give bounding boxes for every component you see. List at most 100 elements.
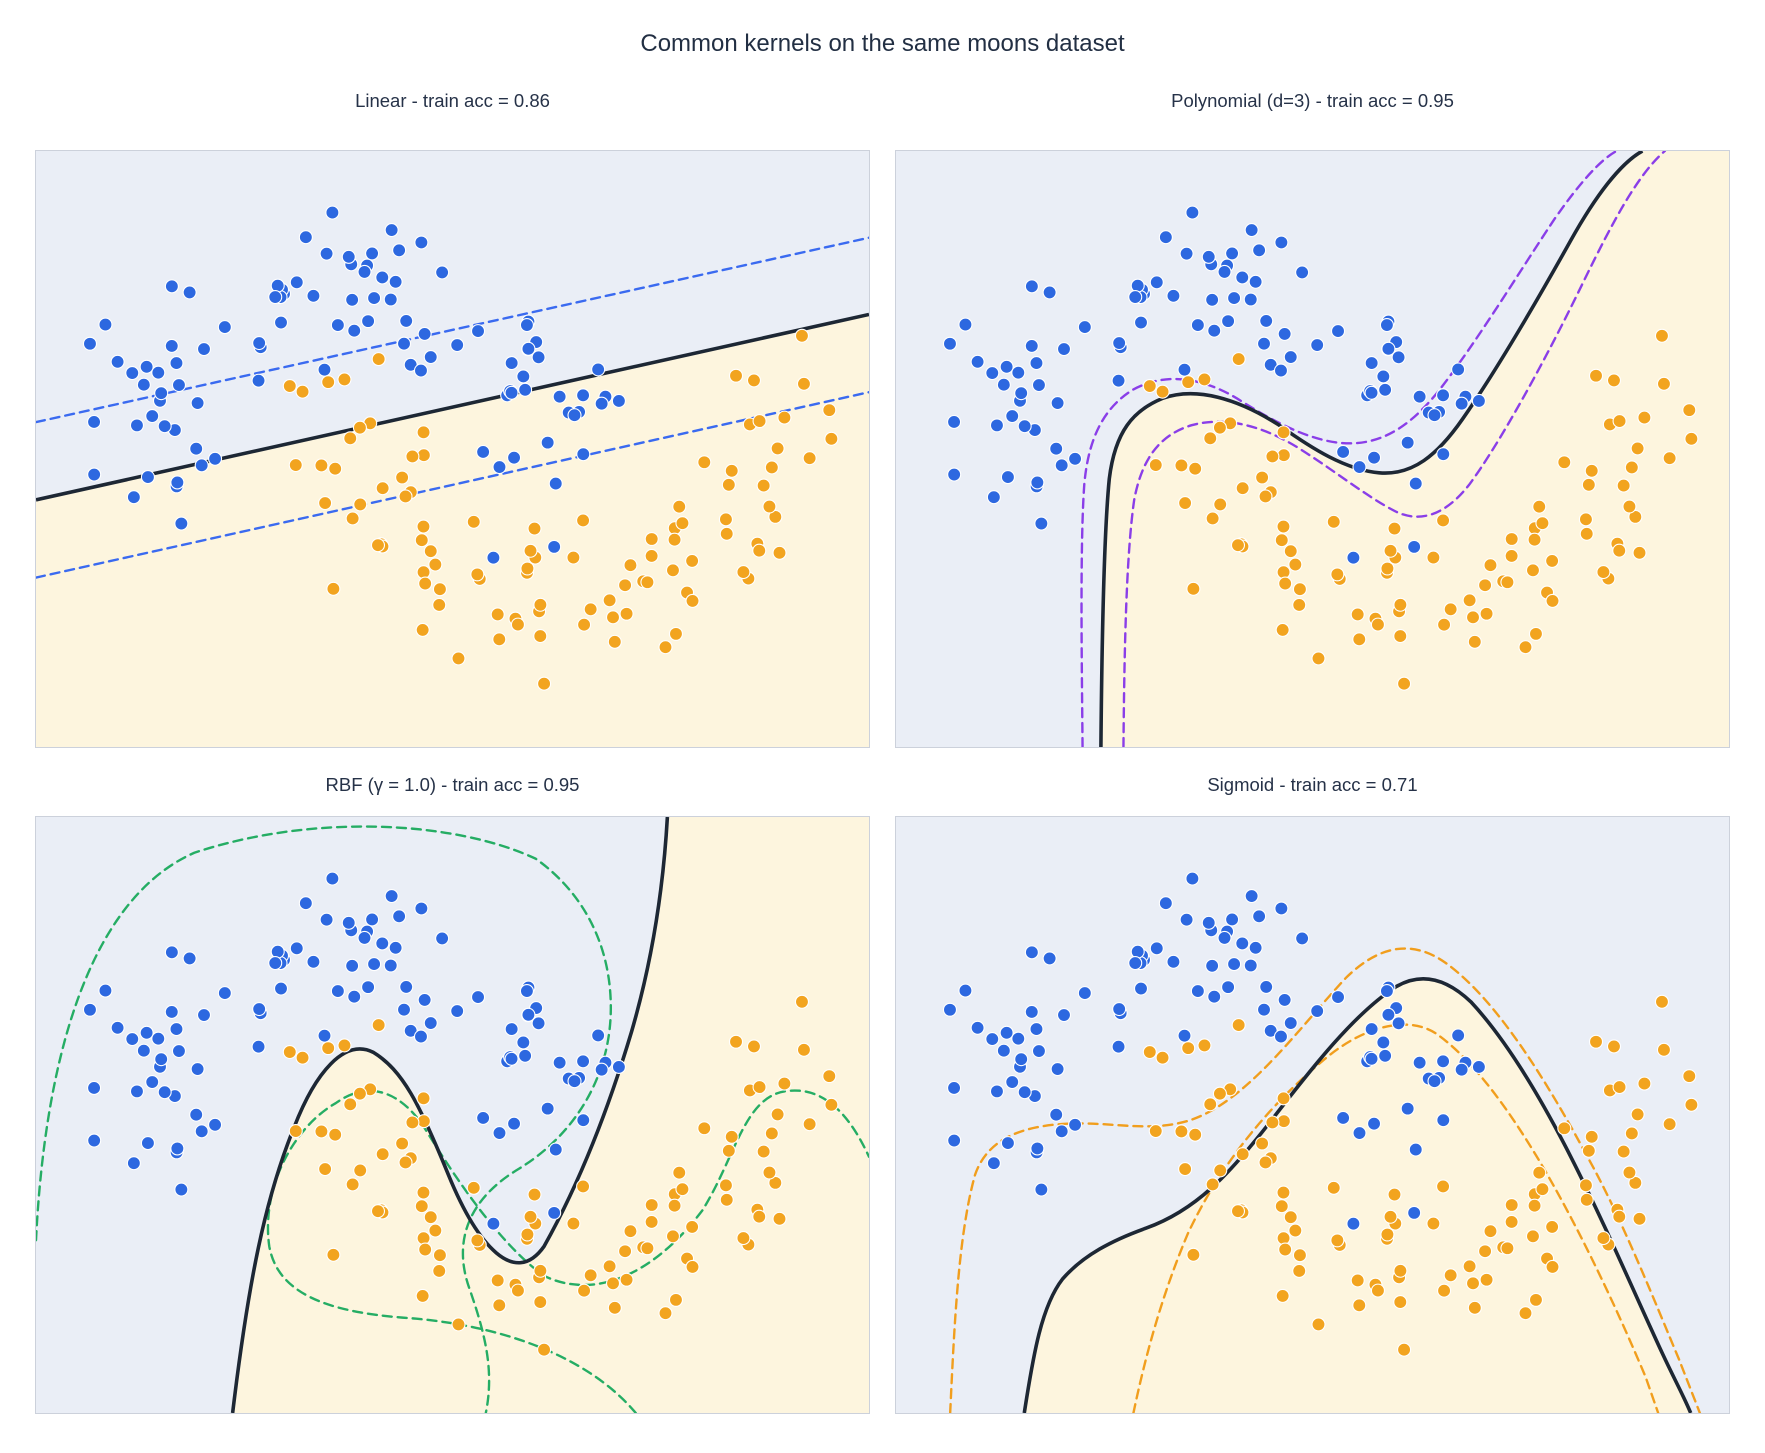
point-class1 bbox=[566, 1216, 581, 1231]
point-class0 bbox=[1378, 382, 1393, 397]
point-class0 bbox=[942, 336, 958, 351]
point-class0 bbox=[383, 292, 398, 307]
point-class1 bbox=[1393, 1263, 1408, 1278]
point-class0 bbox=[1190, 984, 1205, 999]
point-class0 bbox=[504, 356, 519, 371]
panel-sigmoid bbox=[895, 816, 1730, 1414]
point-class1 bbox=[1370, 617, 1385, 632]
point-class0 bbox=[1346, 1216, 1361, 1231]
point-class1 bbox=[1188, 461, 1203, 476]
decision-boundary bbox=[1022, 977, 1693, 1413]
point-class1 bbox=[416, 425, 431, 440]
point-class1 bbox=[772, 545, 787, 560]
point-class0 bbox=[1042, 285, 1057, 300]
point-class1 bbox=[405, 1115, 420, 1130]
point-class1 bbox=[1443, 1268, 1458, 1283]
point-class1 bbox=[1622, 1165, 1637, 1180]
point-class0 bbox=[289, 275, 304, 290]
point-class1 bbox=[375, 1147, 390, 1162]
point-class1 bbox=[685, 1219, 700, 1234]
point-class1 bbox=[321, 1041, 336, 1056]
point-class0 bbox=[1128, 289, 1143, 305]
point-class0 bbox=[1471, 1059, 1486, 1074]
point-class1 bbox=[668, 626, 683, 641]
point-class1 bbox=[1212, 1086, 1227, 1101]
point-class0 bbox=[1034, 1182, 1049, 1197]
point-class0 bbox=[194, 1124, 209, 1139]
point-class0 bbox=[450, 338, 465, 353]
point-class0 bbox=[347, 989, 362, 1004]
point-class0 bbox=[298, 896, 313, 911]
point-class1 bbox=[537, 1342, 552, 1357]
point-class0 bbox=[1352, 1126, 1367, 1141]
point-class1 bbox=[1258, 489, 1273, 504]
point-class0 bbox=[1227, 291, 1242, 306]
point-class0 bbox=[471, 990, 486, 1005]
point-class1 bbox=[428, 557, 443, 572]
point-class1 bbox=[1443, 602, 1458, 617]
point-class1 bbox=[1330, 567, 1345, 582]
point-class1 bbox=[1578, 1178, 1593, 1193]
point-class1 bbox=[619, 606, 634, 621]
point-class1 bbox=[1212, 420, 1227, 435]
point-class0 bbox=[1158, 896, 1173, 911]
point-class0 bbox=[1273, 1029, 1289, 1044]
point-class1 bbox=[416, 1185, 431, 1200]
point-class1 bbox=[1479, 606, 1494, 621]
point-class1 bbox=[644, 548, 659, 563]
point-class0 bbox=[1000, 470, 1015, 485]
point-class1 bbox=[337, 1038, 352, 1053]
point-class1 bbox=[1467, 634, 1482, 649]
point-class0 bbox=[375, 936, 390, 951]
point-class1 bbox=[1350, 1273, 1365, 1288]
point-class0 bbox=[317, 362, 332, 377]
point-class0 bbox=[140, 1136, 155, 1151]
point-class0 bbox=[1217, 264, 1232, 279]
point-class1 bbox=[1525, 563, 1541, 578]
point-class1 bbox=[1383, 543, 1398, 558]
point-class0 bbox=[1050, 1062, 1065, 1077]
point-class1 bbox=[1545, 1219, 1560, 1234]
point-class0 bbox=[1207, 989, 1222, 1004]
point-class0 bbox=[1451, 1028, 1466, 1043]
point-class0 bbox=[125, 366, 140, 381]
point-class0 bbox=[1244, 223, 1259, 238]
decision-boundary bbox=[1099, 151, 1644, 747]
point-class0 bbox=[1252, 243, 1267, 258]
point-class1 bbox=[527, 521, 542, 536]
point-class0 bbox=[1054, 458, 1069, 473]
point-class0 bbox=[999, 359, 1014, 374]
point-class1 bbox=[343, 431, 358, 446]
point-class1 bbox=[1479, 1272, 1494, 1287]
point-class0 bbox=[1248, 940, 1263, 955]
point-class1 bbox=[1292, 597, 1307, 613]
point-class1 bbox=[1275, 1288, 1290, 1303]
point-class1 bbox=[576, 513, 591, 528]
point-class0 bbox=[1029, 356, 1044, 371]
region-class1 bbox=[1024, 978, 1691, 1413]
point-class1 bbox=[1616, 478, 1631, 493]
point-class1 bbox=[1616, 1144, 1631, 1159]
point-class1 bbox=[432, 582, 447, 597]
point-class0 bbox=[82, 1002, 98, 1017]
point-class1 bbox=[1581, 477, 1596, 492]
point-class0 bbox=[414, 235, 429, 250]
point-class1 bbox=[1628, 509, 1643, 524]
point-class0 bbox=[164, 1004, 179, 1019]
point-class1 bbox=[802, 451, 817, 466]
point-class1 bbox=[432, 1248, 447, 1263]
point-class0 bbox=[413, 1029, 429, 1044]
point-class0 bbox=[399, 313, 414, 328]
point-class1 bbox=[1393, 597, 1408, 612]
point-class1 bbox=[640, 1241, 655, 1256]
point-class1 bbox=[416, 448, 431, 463]
point-class1 bbox=[1155, 384, 1170, 399]
point-class0 bbox=[576, 1054, 591, 1069]
point-class1 bbox=[756, 1144, 771, 1159]
point-class0 bbox=[1014, 1052, 1029, 1067]
point-class0 bbox=[1056, 1008, 1072, 1023]
point-class1 bbox=[418, 1242, 433, 1257]
point-class0 bbox=[1017, 419, 1032, 434]
point-class0 bbox=[1381, 1007, 1396, 1022]
point-class1 bbox=[583, 1268, 598, 1283]
